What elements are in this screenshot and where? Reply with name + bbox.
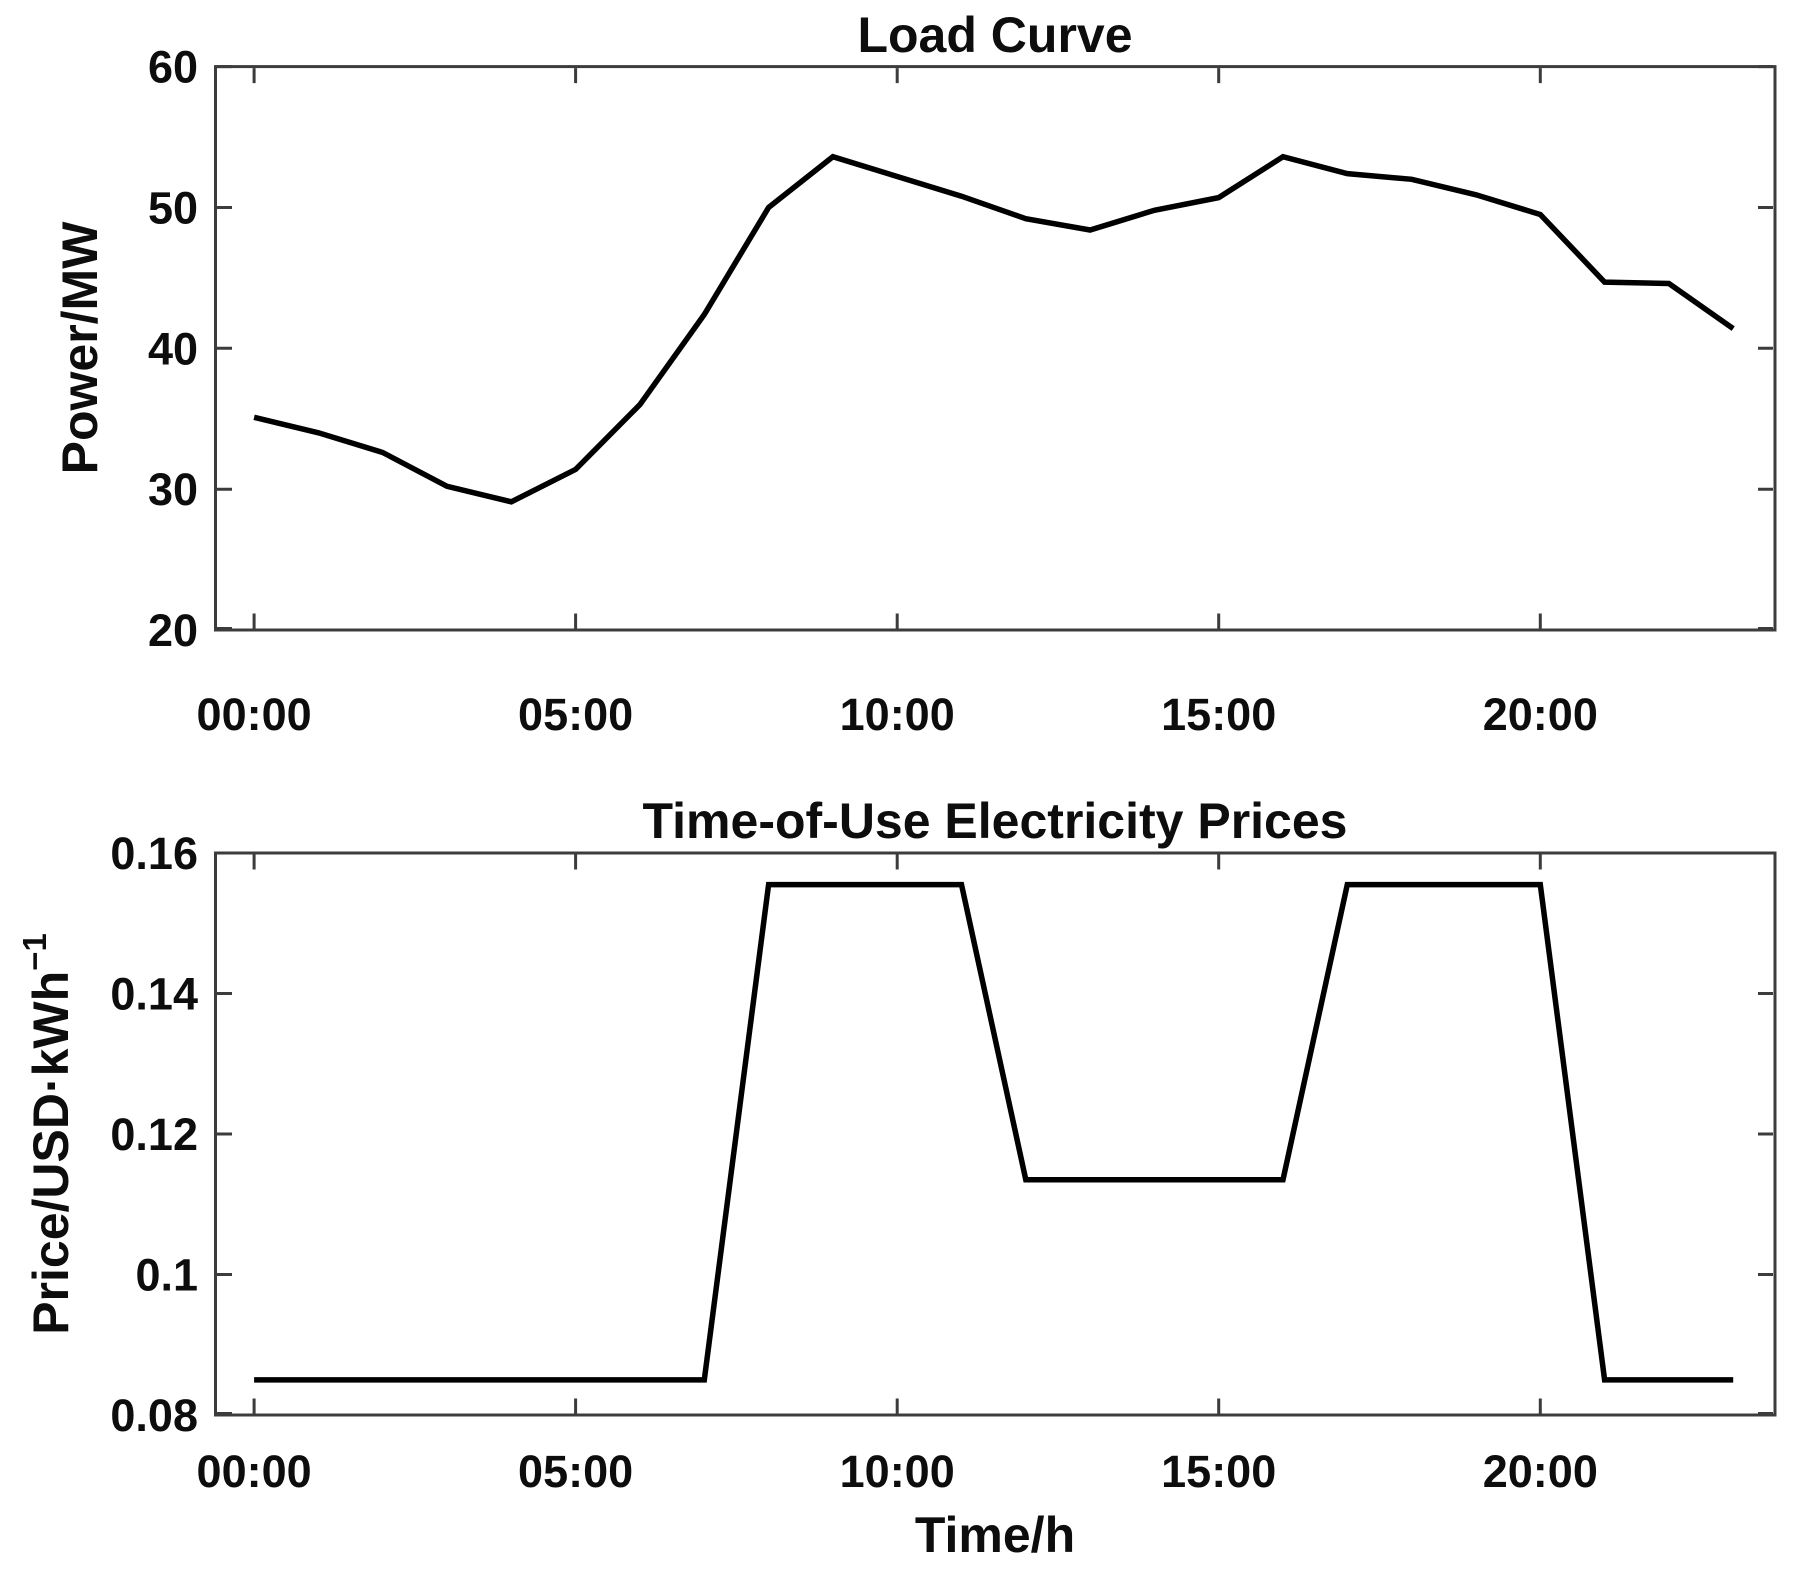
- y-tick-label: 0.14: [110, 969, 198, 1020]
- x-axis-ticks-top: [252, 854, 1542, 870]
- x-tick-label: 00:00: [197, 1446, 312, 1497]
- chart-title: Load Curve: [857, 7, 1132, 63]
- x-tick-label: 15:00: [1161, 1446, 1276, 1497]
- x-axis-label: Time/h: [915, 1507, 1075, 1563]
- x-tick-label: 15:00: [1161, 689, 1276, 740]
- x-tick-label: 20:00: [1483, 1446, 1598, 1497]
- y-tick-label: 0.16: [110, 828, 198, 879]
- y-tick-label: 0.12: [110, 1109, 198, 1160]
- x-tick-label: 05:00: [518, 1446, 633, 1497]
- y-tick-label: 0.1: [135, 1250, 198, 1301]
- y-axis-label: Price/USD·kWh−1: [16, 933, 79, 1335]
- y-tick-label: 30: [148, 464, 198, 515]
- x-tick-label: 10:00: [840, 1446, 955, 1497]
- price-series-line: [254, 881, 1734, 1383]
- y-tick-label: 60: [148, 42, 198, 93]
- y-axis-ticks-right: [1758, 65, 1773, 630]
- y-axis-label-main: Price/USD·kWh: [23, 971, 79, 1335]
- x-axis-ticks-bottom: [252, 613, 1542, 629]
- chart-title: Time-of-Use Electricity Prices: [643, 793, 1348, 849]
- x-tick-label: 05:00: [518, 689, 633, 740]
- plot-frame: [214, 851, 1777, 1417]
- y-axis-ticks-right: [1758, 851, 1773, 1415]
- x-tick-label: 10:00: [840, 689, 955, 740]
- y-axis-ticks-left: [217, 65, 232, 630]
- y-axis-ticks-left: [217, 851, 232, 1415]
- y-tick-label: 50: [148, 183, 198, 234]
- tou-price-chart: Time-of-Use Electricity Prices 0.08 0.1 …: [16, 793, 1777, 1563]
- x-tick-label: 20:00: [1483, 689, 1598, 740]
- y-axis-label-superscript: −1: [16, 933, 53, 971]
- plot-frame: [214, 65, 1777, 632]
- y-tick-label: 0.08: [110, 1390, 198, 1441]
- load-series-line: [253, 153, 1735, 505]
- x-axis-ticks-top: [252, 68, 1542, 84]
- x-axis-ticks-bottom: [252, 1398, 1542, 1414]
- y-axis-label: Power/MW: [52, 221, 108, 475]
- x-tick-label: 00:00: [197, 689, 312, 740]
- y-tick-label: 40: [148, 323, 198, 374]
- y-tick-label: 20: [148, 605, 198, 656]
- load-curve-chart: Load Curve 20 30 40 50 60 00:00 05:00 10…: [52, 7, 1777, 740]
